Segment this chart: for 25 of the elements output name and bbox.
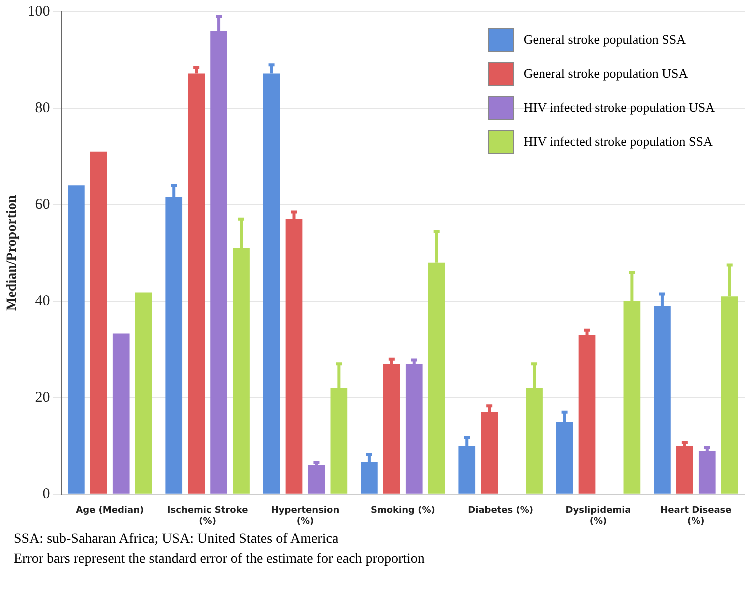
y-axis-title: Median/Proportion — [5, 195, 20, 312]
x-tick-label: Heart Disease (%) — [660, 506, 732, 527]
bar — [112, 334, 130, 494]
y-tick-label: 60 — [35, 196, 50, 213]
x-tick-label: Age (Median) — [76, 506, 144, 516]
x-tick-label: Hypertension (%) — [271, 506, 340, 527]
y-tick-label: 40 — [35, 293, 50, 310]
legend-label: General stroke population SSA — [524, 32, 686, 48]
y-tick-label: 0 — [42, 486, 50, 502]
bar — [135, 292, 152, 494]
bar — [308, 465, 326, 494]
x-tick-label: Diabetes (%) — [468, 506, 534, 516]
legend-label: HIV infected stroke population USA — [524, 100, 715, 116]
legend-label: HIV infected stroke population SSA — [524, 134, 713, 150]
x-tick-label: Dyslipidemia (%) — [566, 506, 632, 527]
y-tick-label: 80 — [35, 100, 50, 116]
x-tick-label: Smoking (%) — [370, 506, 436, 516]
bar — [68, 186, 85, 494]
legend-label: General stroke population USA — [524, 66, 688, 82]
y-tick-label: 100 — [28, 4, 50, 20]
bar — [90, 152, 108, 494]
text: Error bars represent the standard error of the estimate for each proportion — [14, 551, 426, 569]
text: SSA: sub-Saharan Africa; USA: United States of America — [14, 531, 340, 549]
x-tick-label: Ischemic Stroke (%) — [167, 506, 248, 527]
y-tick-label: 20 — [35, 390, 50, 406]
